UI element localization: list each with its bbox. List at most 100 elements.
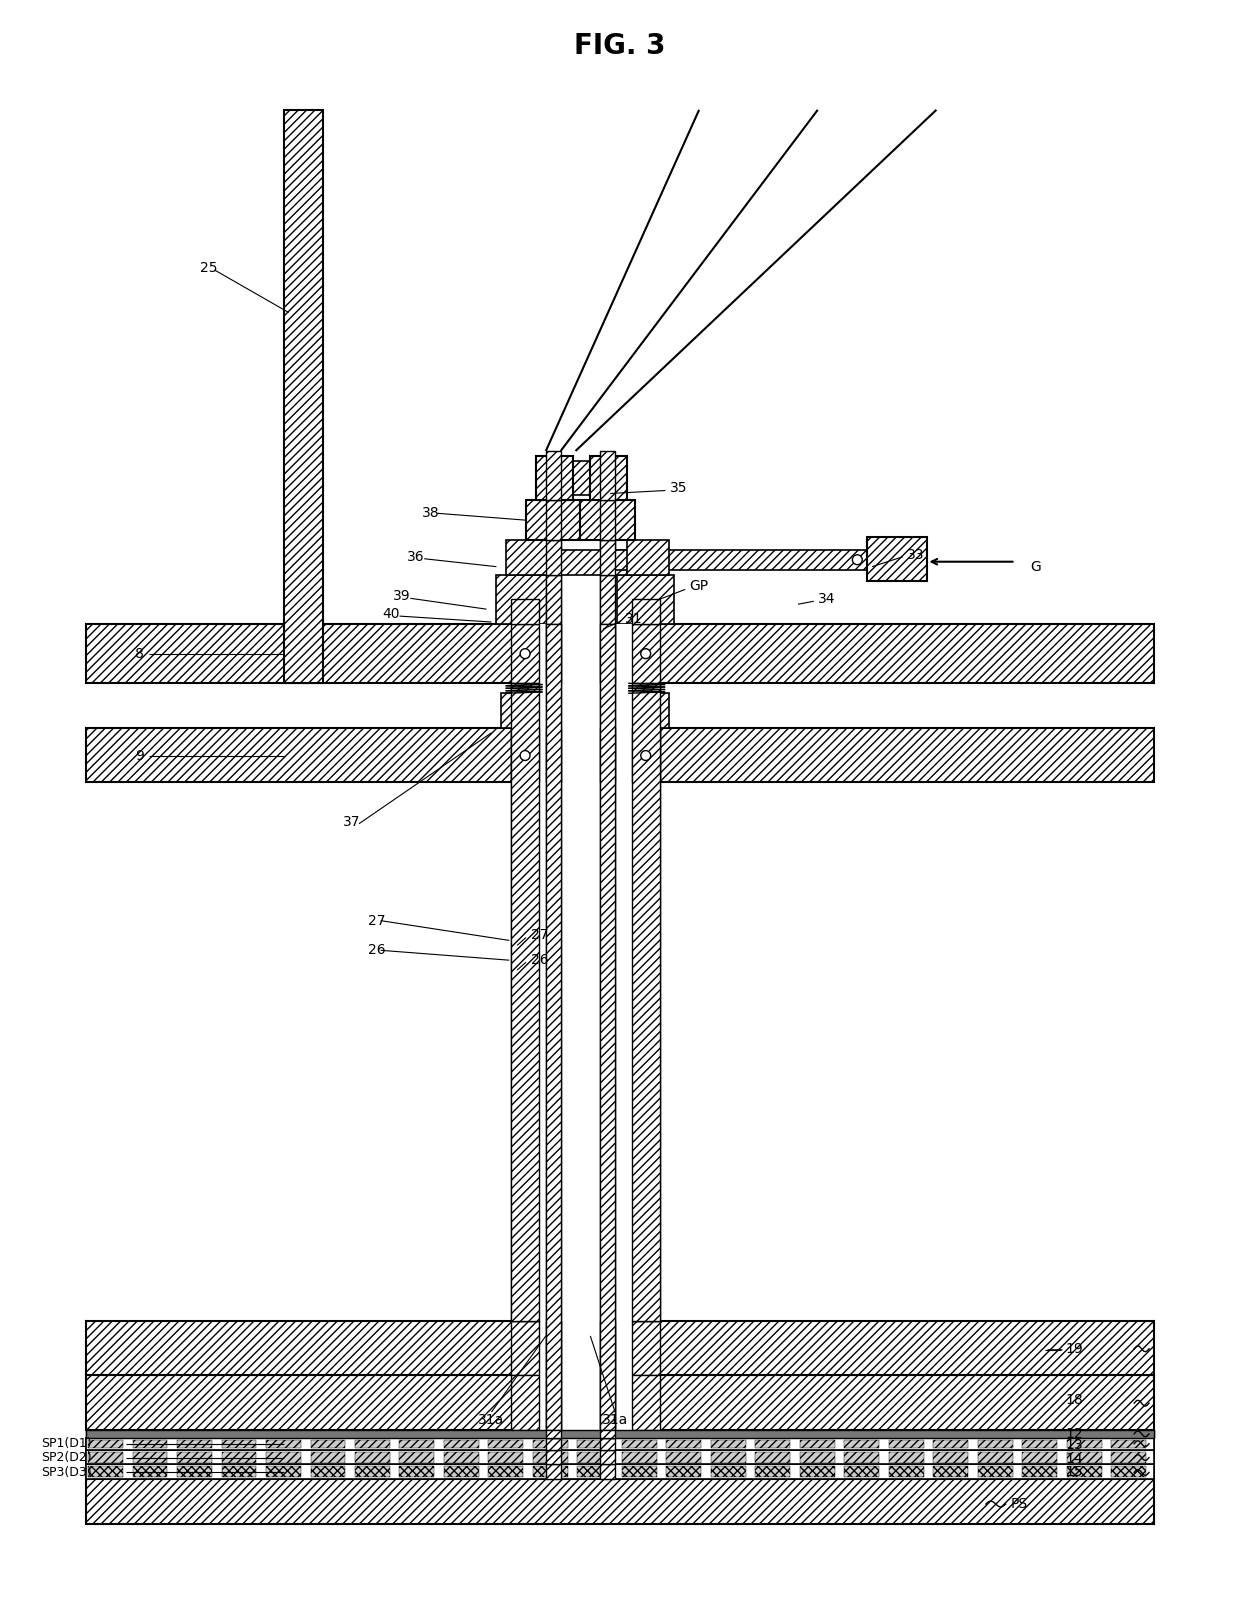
Bar — [284, 111, 324, 684]
Bar — [399, 1451, 434, 1463]
Bar — [133, 1466, 167, 1477]
Text: 39: 39 — [393, 590, 410, 604]
Bar — [755, 1440, 790, 1448]
Bar — [1023, 1451, 1056, 1463]
Bar — [711, 1451, 745, 1463]
Bar — [978, 1440, 1011, 1448]
Bar — [546, 1450, 560, 1464]
Text: SP2(D2): SP2(D2) — [42, 1451, 92, 1464]
Bar — [934, 1466, 968, 1477]
Bar — [889, 1440, 924, 1448]
Bar — [310, 1451, 345, 1463]
Bar — [539, 727, 632, 782]
Bar — [511, 1322, 539, 1376]
Bar — [506, 540, 549, 575]
Bar — [666, 1451, 701, 1463]
Bar — [310, 1440, 343, 1448]
Bar — [133, 1466, 167, 1477]
Bar — [355, 1466, 389, 1477]
Bar — [511, 625, 539, 684]
Bar — [267, 1451, 300, 1463]
Bar — [546, 727, 560, 782]
Bar — [1066, 1466, 1101, 1477]
Bar — [600, 452, 615, 500]
Bar — [624, 694, 670, 727]
Bar — [177, 1451, 212, 1463]
Circle shape — [852, 554, 862, 564]
Bar — [444, 1466, 479, 1477]
Bar — [511, 1376, 660, 1431]
Bar — [755, 1466, 790, 1477]
Bar — [934, 1466, 968, 1477]
Bar — [86, 727, 1154, 782]
Bar — [1023, 1440, 1056, 1448]
Bar — [844, 1440, 877, 1448]
Bar — [88, 1440, 123, 1448]
Bar — [1023, 1440, 1055, 1448]
Bar — [444, 1451, 479, 1463]
Bar — [934, 1440, 966, 1448]
Bar — [549, 549, 627, 575]
Text: 35: 35 — [670, 481, 687, 495]
Bar — [526, 500, 580, 540]
Bar — [86, 1322, 1154, 1376]
Bar — [310, 1451, 345, 1463]
Bar — [615, 549, 897, 570]
Bar — [177, 1466, 212, 1477]
Bar — [177, 1440, 210, 1448]
Text: 31a: 31a — [601, 1413, 629, 1427]
Bar — [539, 625, 632, 684]
Bar — [267, 1451, 300, 1463]
Bar — [800, 1451, 835, 1463]
Bar — [399, 1440, 432, 1448]
Bar — [355, 1440, 388, 1448]
Bar — [600, 1376, 615, 1431]
Bar — [622, 1466, 657, 1477]
Bar — [755, 1451, 790, 1463]
Bar — [222, 1466, 257, 1477]
Bar — [666, 1440, 699, 1448]
Bar — [627, 540, 670, 575]
Bar — [844, 1466, 879, 1477]
Bar — [533, 1440, 565, 1448]
Bar — [600, 1437, 615, 1450]
Bar — [622, 1451, 657, 1463]
Bar — [600, 1450, 615, 1464]
Bar — [889, 1440, 921, 1448]
Bar — [222, 1440, 254, 1448]
Bar — [600, 500, 615, 540]
Bar — [1066, 1440, 1100, 1448]
Bar — [267, 1440, 299, 1448]
Bar — [310, 1466, 345, 1477]
Bar — [533, 1440, 568, 1448]
Bar — [222, 1440, 257, 1448]
Text: 33: 33 — [906, 548, 924, 562]
Bar — [222, 1451, 257, 1463]
Text: 18: 18 — [1065, 1394, 1083, 1407]
Bar — [578, 1451, 613, 1463]
Bar — [533, 1466, 568, 1477]
Bar — [86, 1450, 1154, 1464]
Bar — [310, 1440, 345, 1448]
Bar — [978, 1451, 1013, 1463]
Text: 40: 40 — [383, 607, 401, 622]
Bar — [511, 1322, 660, 1376]
Text: 27: 27 — [531, 929, 548, 942]
Text: 26: 26 — [368, 944, 386, 958]
Bar — [578, 1451, 613, 1463]
Bar — [511, 684, 539, 1322]
Bar — [622, 1440, 657, 1448]
Bar — [978, 1440, 1013, 1448]
Text: 12: 12 — [1065, 1427, 1083, 1440]
Bar — [600, 575, 615, 625]
Bar — [86, 1479, 1154, 1524]
Text: FIG. 3: FIG. 3 — [574, 32, 666, 59]
Bar — [889, 1466, 924, 1477]
Bar — [86, 1437, 1154, 1450]
Text: 19: 19 — [1065, 1342, 1083, 1355]
Bar — [533, 1466, 568, 1477]
Bar — [177, 1440, 212, 1448]
Bar — [1111, 1466, 1146, 1477]
Circle shape — [520, 649, 529, 658]
Bar — [489, 1466, 523, 1477]
